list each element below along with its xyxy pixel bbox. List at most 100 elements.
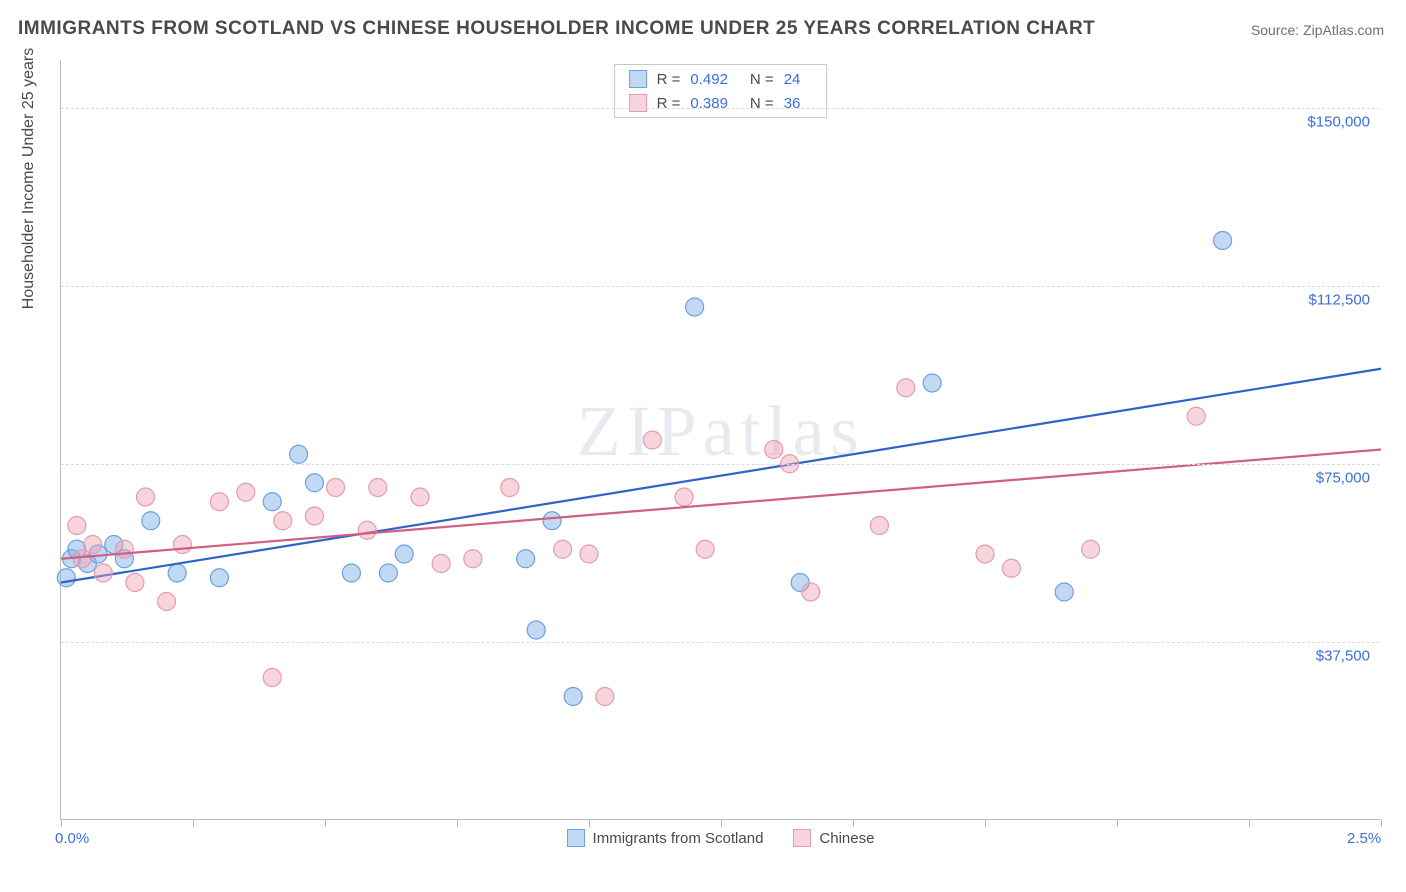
data-point — [263, 493, 281, 511]
data-point — [305, 507, 323, 525]
data-point — [897, 379, 915, 397]
data-point — [342, 564, 360, 582]
legend-n-label: N = — [750, 95, 774, 112]
x-tick — [457, 819, 458, 827]
data-point — [395, 545, 413, 563]
chart-title: IMMIGRANTS FROM SCOTLAND VS CHINESE HOUS… — [18, 18, 1095, 40]
data-point — [802, 583, 820, 601]
legend-row-series-0: R = 0.492 N = 24 — [615, 67, 827, 91]
legend-row-series-1: R = 0.389 N = 36 — [615, 91, 827, 115]
data-point — [1002, 559, 1020, 577]
legend-n-label: N = — [750, 71, 774, 88]
x-tick — [61, 819, 62, 827]
x-tick-label: 2.5% — [1347, 830, 1381, 847]
legend-swatch-0 — [629, 70, 647, 88]
data-point — [686, 298, 704, 316]
data-point — [379, 564, 397, 582]
legend-label-1: Chinese — [819, 830, 874, 847]
data-point — [327, 479, 345, 497]
data-point — [411, 488, 429, 506]
data-point — [237, 483, 255, 501]
data-point — [1055, 583, 1073, 601]
data-point — [290, 445, 308, 463]
data-point — [57, 569, 75, 587]
legend-label-0: Immigrants from Scotland — [593, 830, 764, 847]
data-point — [369, 479, 387, 497]
data-point — [923, 374, 941, 392]
x-tick — [1249, 819, 1250, 827]
legend-swatch-1 — [629, 94, 647, 112]
data-point — [432, 555, 450, 573]
gridline — [61, 464, 1380, 465]
correlation-legend: R = 0.492 N = 24 R = 0.389 N = 36 — [614, 64, 828, 118]
trend-line — [61, 450, 1381, 559]
data-point — [1187, 407, 1205, 425]
x-tick — [1117, 819, 1118, 827]
y-axis-title: Householder Income Under 25 years — [20, 48, 38, 309]
x-tick-label: 0.0% — [55, 830, 89, 847]
data-point — [126, 574, 144, 592]
legend-item-1: Chinese — [793, 829, 874, 847]
chart-svg — [61, 60, 1380, 819]
legend-r-label: R = — [657, 95, 681, 112]
y-tick-label: $150,000 — [1307, 113, 1370, 130]
data-point — [976, 545, 994, 563]
data-point — [527, 621, 545, 639]
data-point — [643, 431, 661, 449]
y-tick-label: $75,000 — [1316, 469, 1370, 486]
data-point — [543, 512, 561, 530]
plot-area: ZIPatlas R = 0.492 N = 24 R = 0.389 N = … — [60, 60, 1380, 820]
x-tick — [325, 819, 326, 827]
legend-r-val-0: 0.492 — [690, 71, 728, 88]
x-tick — [193, 819, 194, 827]
data-point — [870, 517, 888, 535]
gridline — [61, 286, 1380, 287]
data-point — [305, 474, 323, 492]
data-point — [158, 593, 176, 611]
legend-n-val-1: 36 — [784, 95, 801, 112]
data-point — [696, 540, 714, 558]
data-point — [94, 564, 112, 582]
legend-r-val-1: 0.389 — [690, 95, 728, 112]
data-point — [1082, 540, 1100, 558]
data-point — [263, 669, 281, 687]
data-point — [675, 488, 693, 506]
data-point — [68, 517, 86, 535]
y-tick-label: $112,500 — [1309, 291, 1370, 308]
x-tick — [985, 819, 986, 827]
legend-swatch-1b — [793, 829, 811, 847]
data-point — [142, 512, 160, 530]
data-point — [517, 550, 535, 568]
data-point — [464, 550, 482, 568]
data-point — [358, 521, 376, 539]
data-point — [173, 536, 191, 554]
data-point — [564, 688, 582, 706]
x-tick — [853, 819, 854, 827]
series-legend: Immigrants from Scotland Chinese — [567, 829, 875, 847]
data-point — [1214, 232, 1232, 250]
legend-n-val-0: 24 — [784, 71, 801, 88]
data-point — [115, 540, 133, 558]
data-point — [596, 688, 614, 706]
x-tick — [589, 819, 590, 827]
data-point — [210, 493, 228, 511]
x-tick — [1381, 819, 1382, 827]
data-point — [168, 564, 186, 582]
legend-swatch-0b — [567, 829, 585, 847]
data-point — [84, 536, 102, 554]
data-point — [501, 479, 519, 497]
data-point — [210, 569, 228, 587]
x-tick — [721, 819, 722, 827]
data-point — [580, 545, 598, 563]
gridline — [61, 108, 1380, 109]
y-tick-label: $37,500 — [1316, 647, 1370, 664]
gridline — [61, 642, 1380, 643]
data-point — [554, 540, 572, 558]
source-label: Source: ZipAtlas.com — [1251, 22, 1384, 38]
legend-item-0: Immigrants from Scotland — [567, 829, 764, 847]
data-point — [136, 488, 154, 506]
legend-r-label: R = — [657, 71, 681, 88]
data-point — [765, 441, 783, 459]
trend-line — [61, 369, 1381, 583]
data-point — [274, 512, 292, 530]
